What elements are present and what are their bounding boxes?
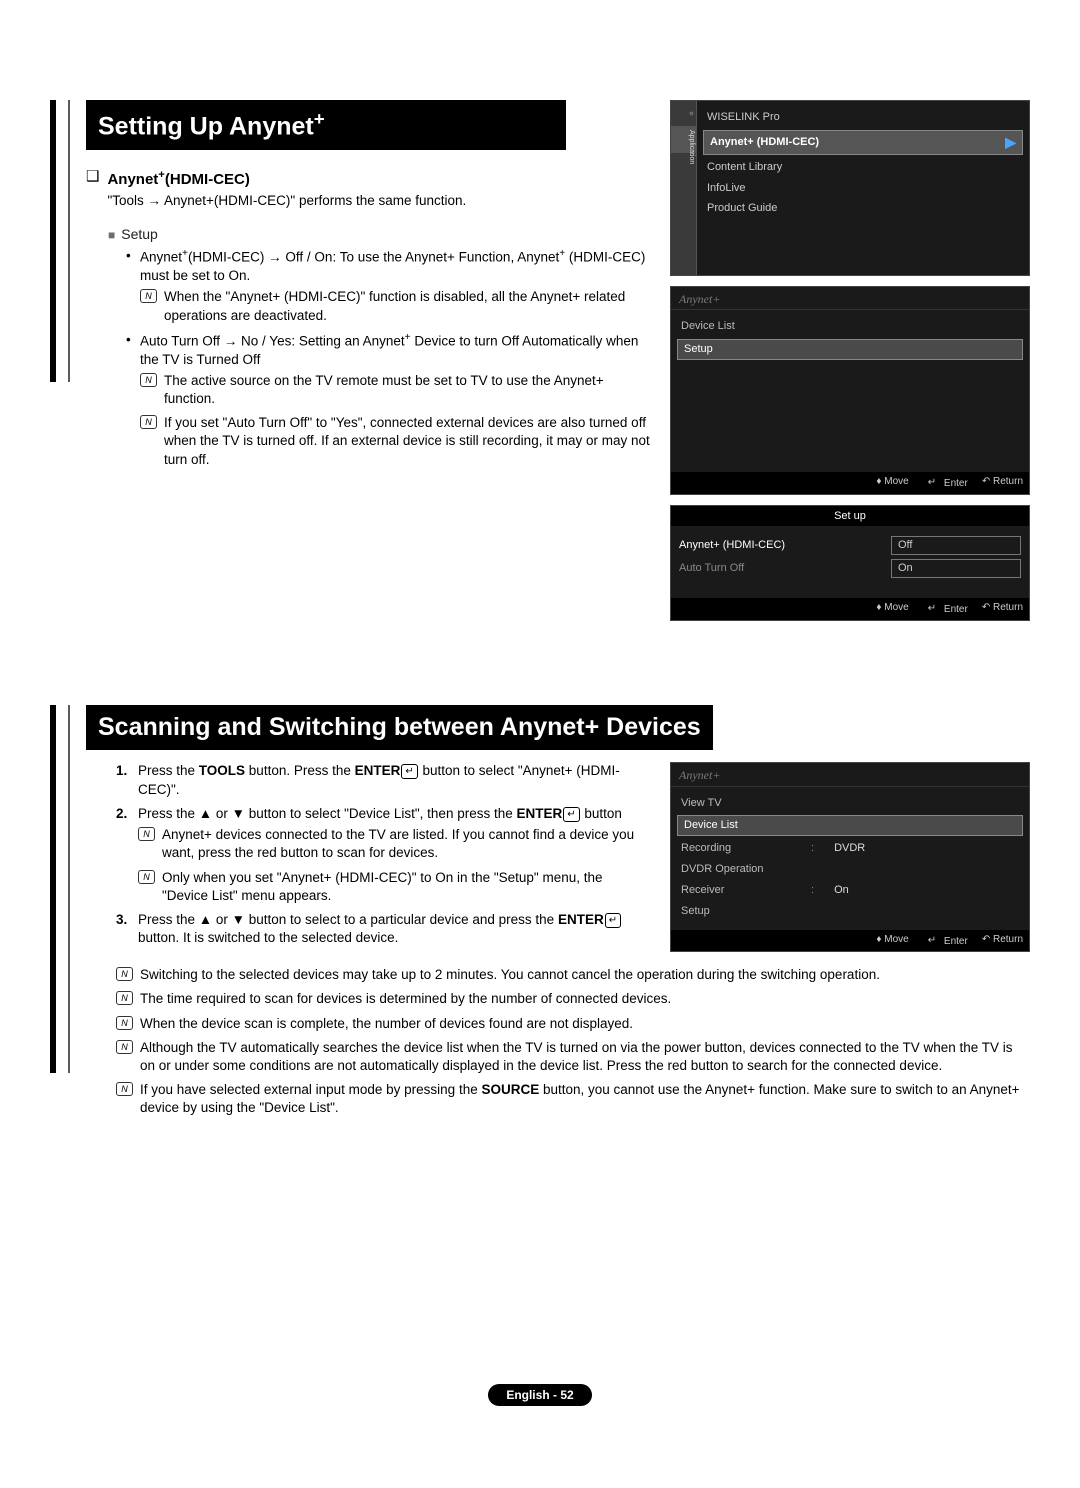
return-hint: ↶ Return (982, 933, 1023, 949)
root-note: NWhen the device scan is complete, the n… (116, 1015, 1030, 1033)
section2-heading: Scanning and Switching between Anynet+ D… (86, 705, 713, 751)
root-note: NThe time required to scan for devices i… (116, 990, 1030, 1008)
bullet-2: Auto Turn Off → No / Yes: Setting an Any… (126, 331, 652, 469)
note: NOnly when you set "Anynet+ (HDMI-CEC)" … (138, 869, 652, 905)
enter-hint: ↵ Enter (923, 601, 968, 617)
page-footer: English - 52 (50, 1384, 1030, 1406)
note-icon: N (116, 991, 133, 1005)
note: NWhen the "Anynet+ (HDMI-CEC)" function … (140, 288, 652, 324)
enter-hint: ↵ Enter (923, 475, 968, 491)
setup-value-box[interactable]: On (891, 559, 1021, 578)
note-icon: N (116, 967, 133, 981)
setup-label: ■Setup (108, 225, 652, 244)
note-icon: N (138, 827, 155, 841)
quote-line: "Tools → Anynet+(HDMI-CEC)" performs the… (107, 192, 466, 210)
setup-row[interactable]: Anynet+ (HDMI-CEC) Off (679, 536, 1021, 555)
subhead: Anynet+(HDMI-CEC) (107, 171, 249, 188)
note-icon: N (140, 415, 157, 429)
root-note: NIf you have selected external input mod… (116, 1081, 1030, 1117)
step: 3. Press the ▲ or ▼ button to select to … (116, 911, 652, 947)
note-icon: N (116, 1040, 133, 1054)
subhead-mark: ❑ (86, 168, 99, 184)
heading-text: Setting Up Anynet (98, 112, 314, 140)
chevron-right-icon: ▶ (1005, 133, 1016, 152)
menu-item-selected[interactable]: Device List (677, 815, 1023, 836)
return-hint: ↶ Return (982, 601, 1023, 617)
menu-item[interactable]: Recording:DVDR (671, 838, 1029, 859)
menu-item[interactable]: View TV (671, 793, 1029, 814)
root-note: NAlthough the TV automatically searches … (116, 1039, 1030, 1075)
setup-bullets: Anynet+(HDMI-CEC) → Off / On: To use the… (126, 247, 652, 468)
bullet-1: Anynet+(HDMI-CEC) → Off / On: To use the… (126, 247, 652, 324)
app-item[interactable]: InfoLive (697, 178, 1029, 199)
control-bar: ♦ Move ↵ Enter ↶ Return (671, 930, 1029, 952)
tv-anynet-menu: Anynet+ Device List Setup ♦ Move ↵ Enter… (670, 286, 1030, 494)
steps-list: 1. Press the TOOLS button. Press the ENT… (116, 762, 652, 947)
move-hint: ♦ Move (876, 933, 908, 949)
move-hint: ♦ Move (876, 475, 908, 491)
app-item[interactable]: Product Guide (697, 198, 1029, 219)
enter-hint: ↵ Enter (923, 933, 968, 949)
note-icon: N (116, 1016, 133, 1030)
menu-item-selected[interactable]: Setup (677, 339, 1023, 360)
root-note: NSwitching to the selected devices may t… (116, 966, 1030, 984)
step: 2. Press the ▲ or ▼ button to select "De… (116, 805, 652, 905)
note-icon: N (116, 1082, 133, 1096)
step: 1. Press the TOOLS button. Press the ENT… (116, 762, 652, 798)
menu-item[interactable]: Device List (671, 316, 1029, 337)
note: NAnynet+ devices connected to the TV are… (138, 826, 652, 862)
note: NThe active source on the TV remote must… (140, 372, 652, 408)
menu-item[interactable]: Receiver:On (671, 880, 1029, 901)
setup-title: Set up (671, 506, 1029, 527)
menu-item[interactable]: DVDR Operation (671, 859, 1029, 880)
note-icon: N (140, 373, 157, 387)
sidebar-tab: ☼ (671, 101, 696, 127)
note-icon: N (140, 289, 157, 303)
sidebar-tabstrip: ☼ Application (671, 101, 697, 275)
devicelist-screenshot: Anynet+ View TV Device List Recording:DV… (670, 762, 1030, 962)
section1-heading: Setting Up Anynet+ (86, 100, 566, 150)
app-item[interactable]: WISELINK Pro (697, 107, 1029, 128)
heading-plus: + (314, 108, 325, 129)
tv-devicelist-menu: Anynet+ View TV Device List Recording:DV… (670, 762, 1030, 952)
anynet-title: Anynet+ (671, 287, 1029, 310)
setup-row[interactable]: Auto Turn Off On (679, 559, 1021, 578)
note: NIf you set "Auto Turn Off" to "Yes", co… (140, 414, 652, 469)
anynet-title: Anynet+ (671, 763, 1029, 786)
application-list: WISELINK Pro Anynet+ (HDMI-CEC)▶ Content… (697, 101, 1029, 275)
note-icon: N (138, 870, 155, 884)
setup-value-box[interactable]: Off (891, 536, 1021, 555)
menu-item[interactable]: Setup (671, 901, 1029, 922)
app-item[interactable]: Content Library (697, 157, 1029, 178)
return-hint: ↶ Return (982, 475, 1023, 491)
screenshots-column: ☼ Application WISELINK Pro Anynet+ (HDMI… (670, 100, 1030, 631)
app-item-selected[interactable]: Anynet+ (HDMI-CEC)▶ (703, 130, 1023, 155)
control-bar: ♦ Move ↵ Enter ↶ Return (671, 598, 1029, 620)
move-hint: ♦ Move (876, 601, 908, 617)
control-bar: ♦ Move ↵ Enter ↶ Return (671, 472, 1029, 494)
sidebar-tab-application[interactable]: Application (671, 127, 696, 153)
tv-application-menu: ☼ Application WISELINK Pro Anynet+ (HDMI… (670, 100, 1030, 276)
tv-setup-menu: Set up Anynet+ (HDMI-CEC) Off Auto Turn … (670, 505, 1030, 621)
